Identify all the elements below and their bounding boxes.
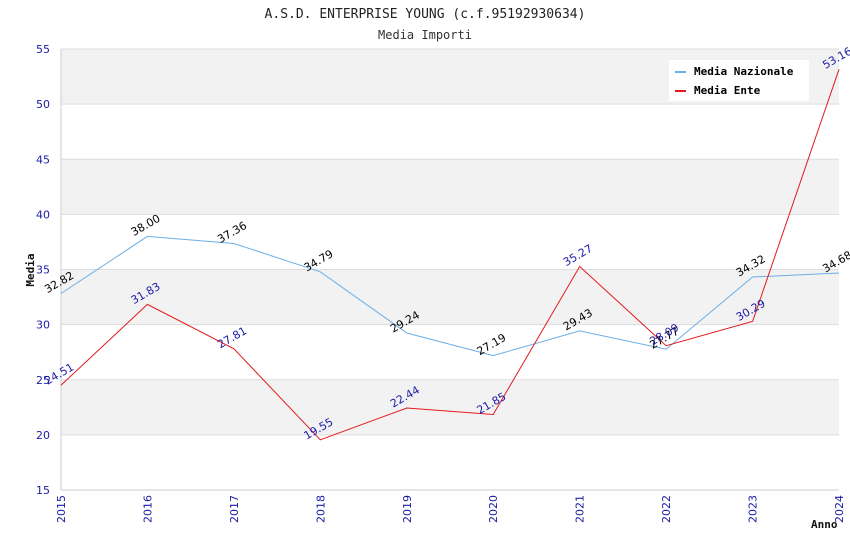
y-tick-label: 35 — [36, 264, 50, 277]
x-tick-label: 2017 — [228, 495, 241, 523]
legend-label-media-nazionale: Media Nazionale — [694, 65, 794, 78]
data-label: 35.27 — [561, 242, 595, 269]
y-tick-label: 25 — [36, 374, 50, 387]
legend-box — [669, 60, 809, 101]
x-axis-ticks: 2015 2016 2017 2018 2019 2020 2021 2022 2023 2024 — [55, 495, 846, 523]
grid-band — [61, 159, 839, 215]
series-line-media-ente — [60, 69, 840, 441]
grid-band — [61, 269, 839, 325]
x-tick-label: 2021 — [574, 495, 587, 523]
y-tick-label: 55 — [36, 43, 50, 56]
y-tick-label: 30 — [36, 319, 50, 332]
y-axis-ticks: 15 20 25 30 35 40 45 50 55 — [36, 43, 50, 497]
x-tick-label: 2018 — [314, 495, 327, 523]
x-tick-label: 2024 — [833, 495, 846, 523]
y-tick-label: 50 — [36, 98, 50, 111]
x-tick-label: 2019 — [401, 495, 414, 523]
data-label: 27.81 — [215, 324, 249, 351]
data-label: 37.36 — [215, 219, 249, 246]
x-axis-label: Anno — [811, 518, 838, 531]
x-tick-label: 2020 — [487, 495, 500, 523]
x-tick-label: 2023 — [747, 495, 760, 523]
y-tick-label: 15 — [36, 484, 50, 497]
series-lines — [60, 69, 840, 441]
y-tick-label: 40 — [36, 208, 50, 221]
y-axis-label: Media — [24, 253, 37, 286]
y-tick-label: 45 — [36, 153, 50, 166]
data-label: 27.19 — [475, 331, 509, 358]
grid-band — [61, 379, 839, 435]
x-tick-label: 2016 — [141, 495, 154, 523]
x-tick-label: 2015 — [55, 495, 68, 523]
data-label: 38.00 — [129, 212, 163, 239]
chart-title: A.S.D. ENTERPRISE YOUNG (c.f.95192930634… — [265, 7, 586, 22]
x-tick-label: 2022 — [660, 495, 673, 523]
chart-subtitle: Media Importi — [378, 28, 472, 42]
legend-label-media-ente: Media Ente — [694, 84, 761, 97]
legend: Media Nazionale Media Ente — [669, 60, 809, 101]
series-line-media-nazionale — [60, 235, 840, 357]
grid-bands — [61, 49, 839, 435]
y-tick-label: 20 — [36, 429, 50, 442]
